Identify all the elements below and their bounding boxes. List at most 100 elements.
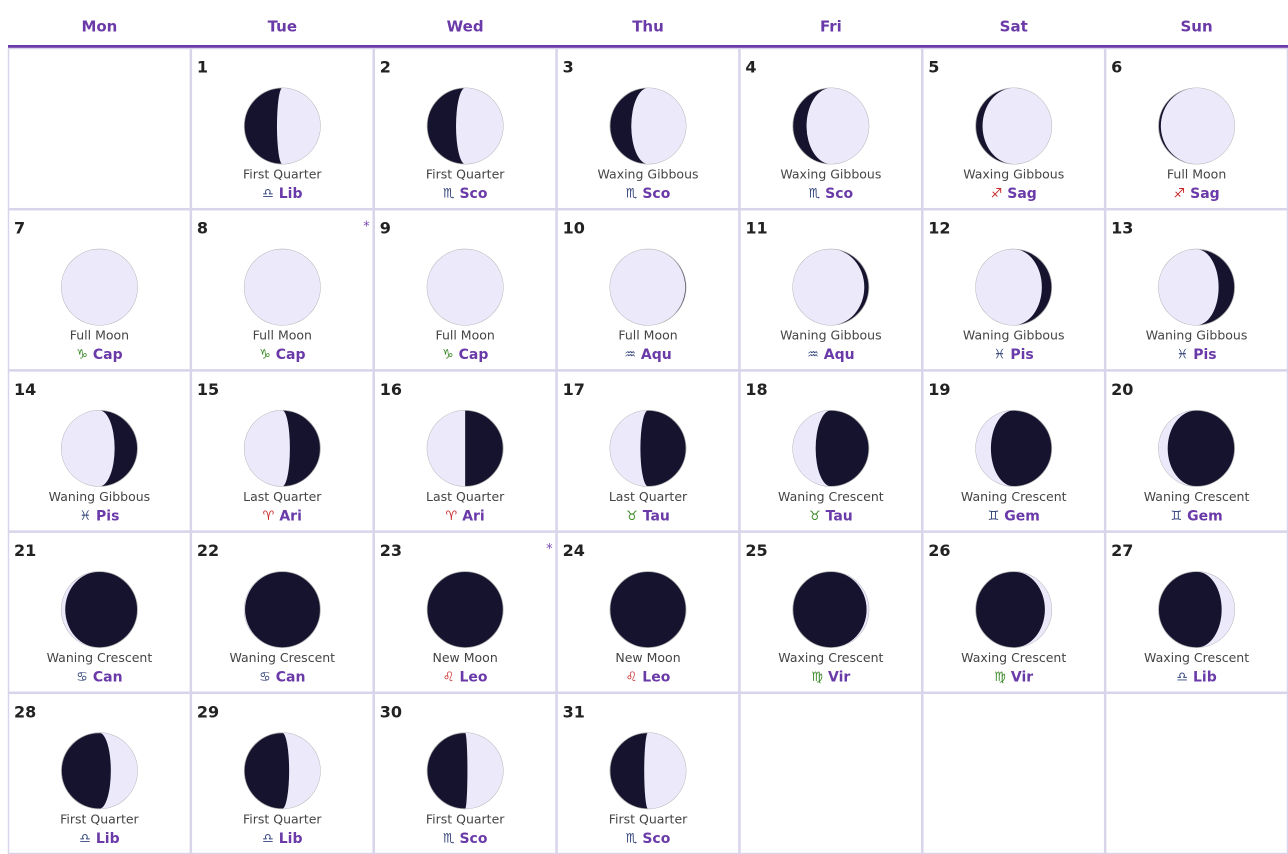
zodiac-sign: Lib	[96, 831, 120, 847]
phase-name: Last Quarter	[243, 489, 322, 504]
day-cell	[373, 47, 557, 210]
zodiac-symbol: ♎	[79, 831, 91, 846]
zodiac-sign: Ari	[462, 508, 485, 524]
day-number: 20	[1111, 380, 1133, 399]
moon-lit	[792, 410, 831, 487]
phase-name: Waning Gibbous	[780, 328, 882, 343]
zodiac-symbol: ♒	[807, 348, 819, 363]
moon-lit	[975, 410, 1014, 487]
moon-lit	[456, 88, 504, 164]
header-rule	[8, 45, 1288, 48]
phase-name: Last Quarter	[426, 489, 505, 504]
zodiac-symbol: ♈	[446, 509, 458, 524]
moon-lit	[631, 88, 686, 164]
moon-lit	[282, 732, 321, 809]
moon-lit	[61, 410, 115, 487]
zodiac-sign: Sco	[642, 831, 670, 847]
phase-name: Full Moon	[1167, 167, 1226, 182]
day-number: 2	[380, 58, 391, 77]
day-number: 11	[745, 219, 767, 238]
moon-lit	[99, 732, 138, 809]
weekday-label: Mon	[81, 18, 117, 36]
zodiac-sign: Lib	[1193, 670, 1217, 686]
day-number: 27	[1111, 541, 1133, 560]
zodiac-sign: Sco	[459, 831, 487, 847]
phase-name: Waning Crescent	[961, 489, 1067, 504]
day-number: 5	[928, 58, 939, 77]
zodiac-symbol: ♑	[442, 348, 454, 363]
zodiac-sign: Sco	[642, 186, 670, 202]
phase-name: Waxing Crescent	[1144, 650, 1249, 665]
zodiac-sign: Lib	[279, 186, 303, 202]
phase-name: Waning Gibbous	[49, 489, 151, 504]
day-number: 28	[14, 702, 36, 721]
day-number: 29	[197, 702, 219, 721]
phase-name: Full Moon	[70, 328, 129, 343]
day-number: 8	[197, 219, 208, 238]
day-number: 16	[380, 380, 402, 399]
day-number: 14	[14, 380, 36, 399]
day-number: 30	[380, 702, 402, 721]
phase-name: Waning Crescent	[229, 650, 335, 665]
phase-name: Full Moon	[253, 328, 312, 343]
moon-lit	[427, 249, 504, 326]
zodiac-symbol: ♈	[263, 509, 275, 524]
zodiac-symbol: ♑	[259, 348, 271, 363]
moon-shadow	[426, 571, 504, 648]
day-number: 31	[563, 702, 585, 721]
phase-name: Waning Gibbous	[963, 328, 1065, 343]
zodiac-sign: Vir	[1011, 670, 1033, 686]
zodiac-symbol: ♎	[262, 187, 274, 202]
phase-name: Full Moon	[435, 328, 494, 343]
zodiac-sign: Vir	[828, 670, 850, 686]
moon-lit	[1158, 249, 1219, 326]
moon-lit	[427, 410, 466, 487]
zodiac-symbol: ♍	[994, 670, 1006, 685]
day-cell	[1104, 692, 1288, 854]
event-marker: *	[546, 542, 553, 557]
moon-lit	[982, 88, 1052, 164]
day-number: 6	[1111, 58, 1122, 77]
phase-name: Full Moon	[618, 328, 677, 343]
zodiac-symbol: ♉	[809, 509, 821, 524]
moon-lit	[244, 249, 321, 326]
day-number: 12	[928, 219, 950, 238]
zodiac-symbol: ♏	[626, 187, 638, 202]
zodiac-sign: Tau	[643, 508, 670, 524]
zodiac-symbol: ♍	[811, 670, 823, 685]
moon-shadow	[609, 571, 687, 648]
zodiac-sign: Leo	[459, 670, 487, 686]
zodiac-sign: Pis	[96, 508, 119, 524]
weekday-label: Thu	[632, 18, 664, 36]
moon-lit	[61, 249, 138, 326]
day-number: 25	[745, 541, 767, 560]
zodiac-sign: Aqu	[824, 347, 855, 363]
moon-lit	[465, 732, 504, 809]
zodiac-sign: Ari	[279, 508, 302, 524]
phase-name: Waning Gibbous	[1146, 328, 1248, 343]
day-cell	[922, 692, 1106, 854]
moon-lit	[644, 732, 686, 809]
moon-lit	[244, 410, 290, 487]
event-marker: *	[363, 220, 370, 235]
zodiac-sign: Sag	[1007, 186, 1037, 202]
moon-lit	[1196, 571, 1235, 648]
moon-lit	[975, 249, 1042, 326]
moon-lit	[792, 249, 865, 326]
zodiac-symbol: ♐	[1173, 187, 1185, 202]
phase-name: Waxing Gibbous	[597, 167, 698, 182]
day-number: 7	[14, 219, 25, 238]
day-number: 9	[380, 219, 391, 238]
moon-lit	[1013, 571, 1052, 648]
day-number: 17	[563, 380, 585, 399]
moon-lit	[1160, 88, 1235, 164]
zodiac-sign: Pis	[1193, 347, 1216, 363]
phase-name: First Quarter	[609, 811, 688, 826]
day-number: 22	[197, 541, 219, 560]
phase-name: Waxing Gibbous	[963, 167, 1064, 182]
phase-name: First Quarter	[426, 811, 505, 826]
zodiac-symbol: ♋	[76, 670, 88, 685]
day-number: 4	[745, 58, 756, 77]
zodiac-symbol: ♓	[994, 348, 1006, 363]
day-cell	[7, 47, 192, 210]
